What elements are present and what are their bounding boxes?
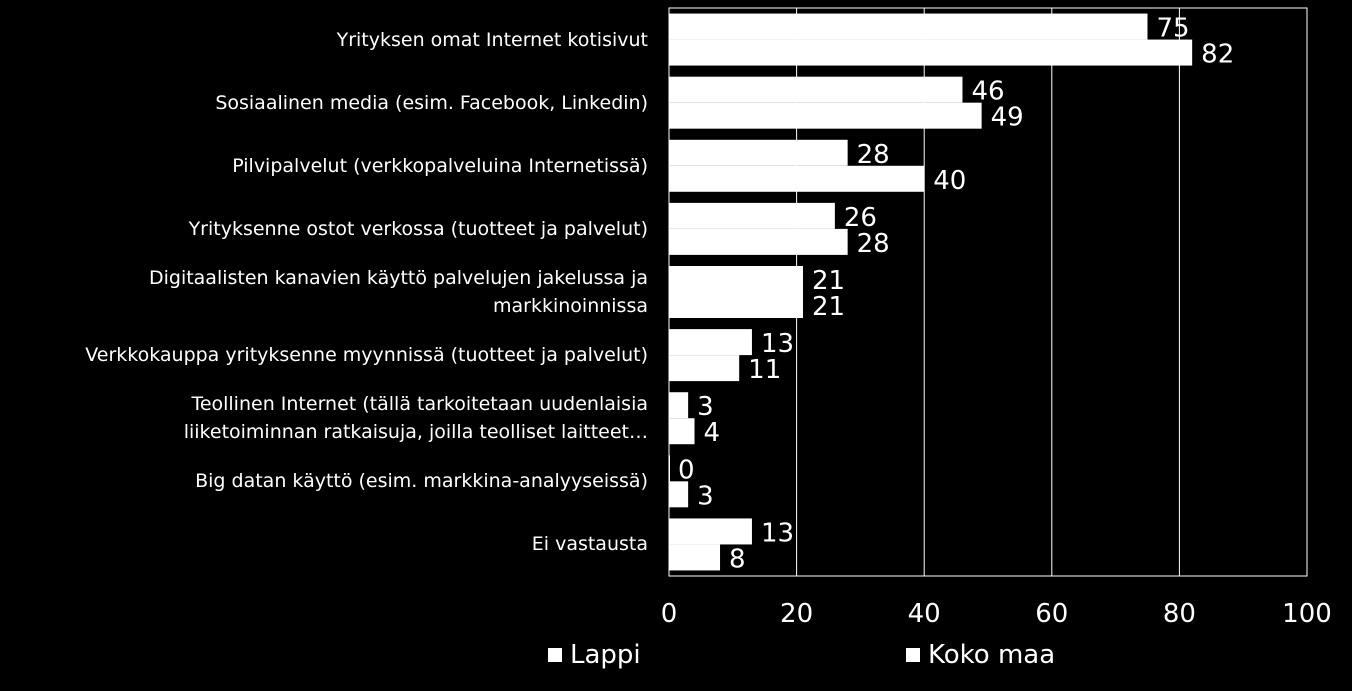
legend-label-koko-maa: Koko maa: [928, 640, 1056, 670]
data-label-lappi: 0: [678, 455, 695, 485]
data-label-koko-maa: 4: [704, 418, 721, 448]
legend-item-koko-maa: Koko maa: [906, 640, 1055, 670]
category-label-line: markkinoinnissa: [493, 295, 648, 317]
data-label-lappi: 13: [761, 518, 794, 548]
category-label-line: Teollinen Internet (tällä tarkoitetaan u…: [191, 393, 648, 416]
data-label-lappi: 13: [761, 329, 794, 359]
bar-koko-maa: [669, 544, 721, 571]
data-label-lappi: 26: [844, 203, 877, 233]
bar-koko-maa: [669, 102, 982, 129]
category-label-line: Yrityksenne ostot verkossa (tuotteet ja …: [188, 217, 648, 240]
category-label-line: Ei vastausta: [531, 533, 648, 556]
category-label: Digitaalisten kanavien käyttö palvelujen…: [10, 264, 648, 320]
category-label: Verkkokauppa yrityksenne myynnissä (tuot…: [10, 341, 648, 369]
bar-lappi: [669, 139, 848, 166]
bar-koko-maa: [669, 481, 689, 508]
category-label-line: Verkkokauppa yrityksenne myynnissä (tuot…: [85, 344, 648, 367]
category-label-line: Sosiaalinen media (esim. Facebook, Linke…: [215, 91, 648, 114]
data-label-koko-maa: 82: [1201, 40, 1234, 70]
bar-koko-maa: [669, 355, 740, 382]
data-label-koko-maa: 3: [697, 481, 714, 511]
category-label: Big datan käyttö (esim. markkina-analyys…: [10, 467, 648, 495]
legend-label-lappi: Lappi: [570, 640, 641, 670]
data-label-koko-maa: 21: [812, 292, 845, 322]
data-label-lappi: 21: [812, 266, 845, 296]
category-label-line: Digitaalisten kanavien käyttö palvelujen…: [148, 267, 648, 289]
bar-lappi: [669, 76, 963, 103]
data-label-lappi: 28: [857, 140, 890, 170]
x-tick-label: 100: [1282, 599, 1332, 629]
bar-lappi: [669, 266, 803, 292]
x-tick-label: 20: [780, 599, 813, 629]
category-label-line: Yrityksen omat Internet kotisivut: [336, 28, 648, 51]
category-label-line: liiketoiminnan ratkaisuja, joilla teolli…: [183, 421, 648, 444]
category-label: Teollinen Internet (tällä tarkoitetaan u…: [10, 390, 648, 446]
bar-koko-maa: [669, 228, 848, 255]
data-label-koko-maa: 49: [991, 103, 1024, 133]
category-label-line: Big datan käyttö (esim. markkina-analyys…: [195, 470, 648, 493]
data-label-koko-maa: 8: [729, 544, 746, 574]
legend-swatch-lappi: [548, 648, 562, 662]
legend-swatch-koko-maa: [906, 648, 920, 662]
category-label: Sosiaalinen media (esim. Facebook, Linke…: [10, 89, 648, 117]
data-label-lappi: 75: [1157, 14, 1190, 44]
bar-lappi: [669, 13, 1148, 40]
category-label: Pilvipalvelut (verkkopalveluina Internet…: [10, 152, 648, 180]
bar-lappi: [669, 455, 670, 482]
x-tick-label: 80: [1163, 599, 1196, 629]
x-tick-label: 0: [661, 599, 678, 629]
category-label: Yrityksenne ostot verkossa (tuotteet ja …: [10, 215, 648, 243]
legend-item-lappi: Lappi: [548, 640, 641, 670]
data-label-lappi: 46: [971, 77, 1004, 107]
bar-lappi: [669, 392, 689, 419]
bar-koko-maa: [669, 39, 1193, 66]
bar-koko-maa: [669, 418, 695, 445]
bar-koko-maa: [669, 165, 925, 192]
data-label-lappi: 3: [697, 392, 714, 422]
category-label-line: Pilvipalvelut (verkkopalveluina Internet…: [232, 154, 648, 177]
bar-lappi: [669, 518, 752, 545]
data-label-koko-maa: 11: [748, 355, 781, 385]
data-label-koko-maa: 28: [857, 229, 890, 259]
bar-koko-maa: [669, 292, 803, 318]
bar-lappi: [669, 202, 835, 229]
bar-lappi: [669, 329, 752, 356]
x-tick-label: 40: [908, 599, 941, 629]
category-label: Yrityksen omat Internet kotisivut: [10, 26, 648, 54]
data-label-koko-maa: 40: [933, 166, 966, 196]
category-label: Ei vastausta: [10, 530, 648, 558]
x-tick-label: 60: [1035, 599, 1068, 629]
